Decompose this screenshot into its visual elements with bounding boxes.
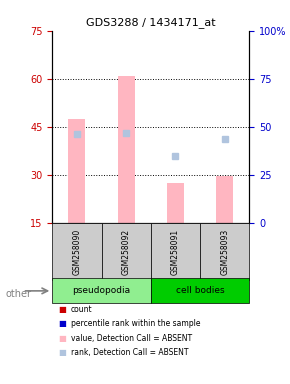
Text: percentile rank within the sample: percentile rank within the sample <box>71 319 201 328</box>
Text: cell bodies: cell bodies <box>176 286 224 295</box>
FancyBboxPatch shape <box>52 278 151 303</box>
Text: ■: ■ <box>58 319 66 328</box>
Text: value, Detection Call = ABSENT: value, Detection Call = ABSENT <box>71 334 192 343</box>
Text: GSM258092: GSM258092 <box>122 228 131 275</box>
Text: ■: ■ <box>58 348 66 358</box>
Bar <box>68 119 86 223</box>
Title: GDS3288 / 1434171_at: GDS3288 / 1434171_at <box>86 17 215 28</box>
Text: GSM258093: GSM258093 <box>220 228 229 275</box>
FancyBboxPatch shape <box>151 278 249 303</box>
FancyBboxPatch shape <box>52 223 102 280</box>
Bar <box>216 176 233 223</box>
Text: GSM258091: GSM258091 <box>171 228 180 275</box>
FancyBboxPatch shape <box>200 223 249 280</box>
Text: ■: ■ <box>58 334 66 343</box>
Text: other: other <box>6 289 32 299</box>
Text: count: count <box>71 305 93 314</box>
Text: pseudopodia: pseudopodia <box>72 286 130 295</box>
Bar <box>117 76 135 223</box>
FancyBboxPatch shape <box>102 223 151 280</box>
Text: GSM258090: GSM258090 <box>72 228 81 275</box>
Text: ■: ■ <box>58 305 66 314</box>
FancyBboxPatch shape <box>151 223 200 280</box>
Text: rank, Detection Call = ABSENT: rank, Detection Call = ABSENT <box>71 348 188 358</box>
Bar <box>167 183 184 223</box>
